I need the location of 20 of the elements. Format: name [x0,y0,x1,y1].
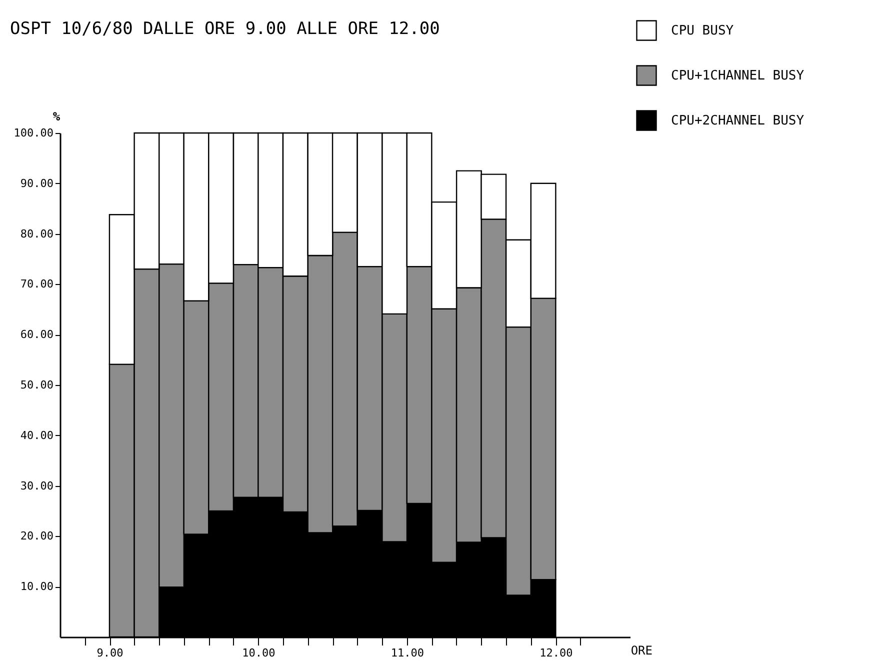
y-axis-title: % [52,110,61,124]
x-tick-label: 9.00 [96,646,124,660]
y-tick-label: 70.00 [20,278,54,291]
y-tick-label: 30.00 [20,479,54,492]
x-tick-label: 10.00 [242,646,276,660]
y-tick-label: 50.00 [20,378,54,392]
legend-label: CPU+1CHANNEL BUSY [671,68,804,84]
legend-label: CPU BUSY [671,24,734,38]
y-tick-label: 20.00 [20,530,54,543]
chart-title: OSPT 10/6/80 DALLE ORE 9.00 ALLE ORE 12.00 [10,19,440,39]
y-tick-label: 10.00 [20,580,54,594]
x-tick-label: 12.00 [540,646,573,660]
y-tick-label: 40.00 [20,428,54,442]
x-tick-label: 11.00 [390,646,424,660]
y-tick-label: 80.00 [20,227,54,240]
y-tick-label: 100.00 [14,126,54,140]
y-tick-label: 60.00 [20,328,54,342]
y-tick-label: 90.00 [20,176,54,190]
legend-label: CPU+2CHANNEL BUSY [671,114,804,128]
x-axis-title: ORE [630,644,652,658]
